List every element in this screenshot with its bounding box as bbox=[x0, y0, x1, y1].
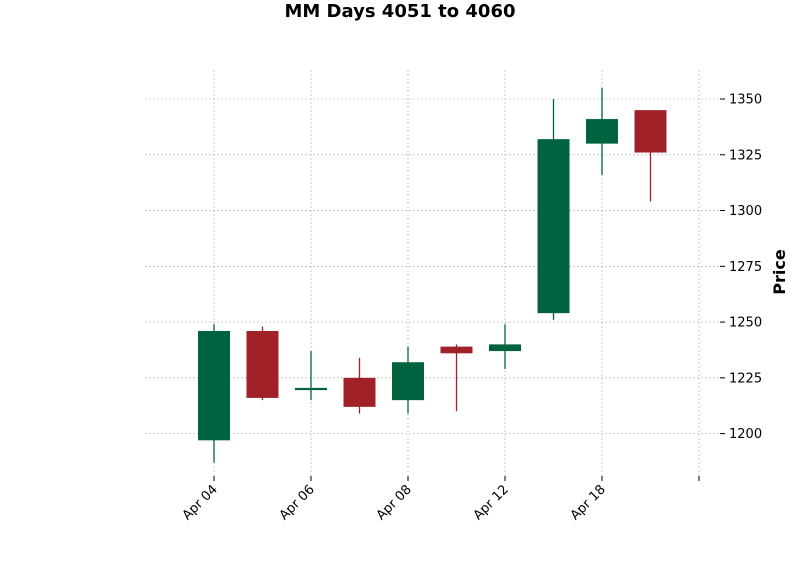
candle-body-up bbox=[586, 119, 618, 144]
chart-title: MM Days 4051 to 4060 bbox=[284, 1, 515, 22]
y-axis-label: Price bbox=[770, 249, 789, 295]
candle-body-down bbox=[246, 331, 279, 398]
x-axis: Apr 04 Apr 06 Apr 08 Apr 12 Apr 18 bbox=[180, 476, 700, 523]
grid-lines bbox=[145, 70, 720, 476]
candle-body-down bbox=[343, 377, 376, 407]
candle-body-up bbox=[537, 139, 570, 314]
candle-body-up bbox=[392, 362, 424, 401]
candle-body-down bbox=[440, 346, 473, 354]
x-tick-label: Apr 04 bbox=[180, 482, 221, 523]
x-tick-label: Apr 06 bbox=[277, 482, 318, 523]
candle-body-up bbox=[295, 387, 327, 391]
candles bbox=[198, 87, 667, 463]
candle-body-down bbox=[634, 110, 667, 153]
y-tick-label: 1300 bbox=[729, 204, 762, 219]
y-tick-label: 1275 bbox=[729, 260, 762, 275]
y-tick-label: 1350 bbox=[729, 93, 762, 108]
x-tick-label: Apr 12 bbox=[471, 482, 512, 523]
y-tick-label: 1250 bbox=[729, 316, 762, 331]
y-tick-label: 1225 bbox=[729, 371, 762, 386]
x-tick-label: Apr 08 bbox=[374, 482, 415, 523]
candle-body-up bbox=[489, 344, 521, 352]
y-tick-label: 1200 bbox=[729, 427, 762, 442]
x-tick-label: Apr 18 bbox=[568, 482, 609, 523]
y-axis: 1200 1225 1250 1275 1300 1325 1350 bbox=[720, 93, 762, 442]
y-tick-label: 1325 bbox=[729, 148, 762, 163]
candle-body-up bbox=[198, 331, 230, 441]
